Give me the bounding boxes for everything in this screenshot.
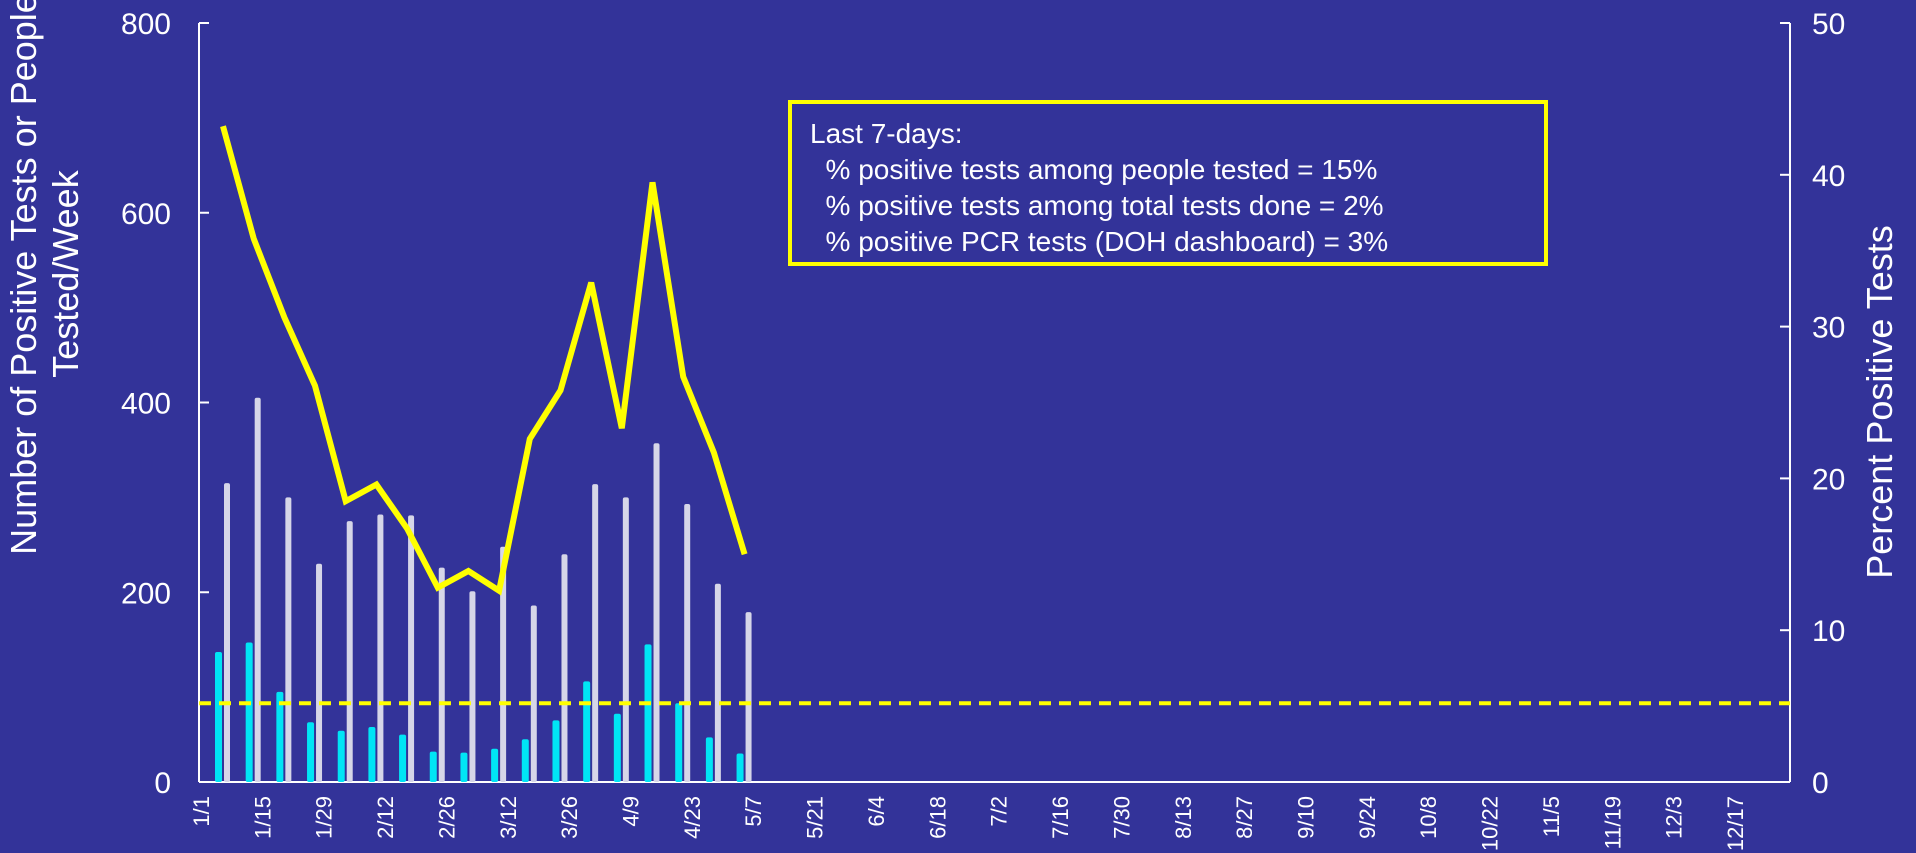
- positive-tests-bar: [460, 752, 468, 782]
- x-tick-label: 3/12: [496, 796, 521, 839]
- x-tick-label: 7/16: [1048, 796, 1073, 839]
- x-tick-label: 7/2: [987, 796, 1012, 827]
- x-tick-label: 6/4: [864, 796, 889, 827]
- percent-positive-polyline: [220, 125, 748, 596]
- x-tick-label: 1/1: [189, 796, 214, 827]
- x-tick-label: 7/30: [1109, 796, 1134, 839]
- positive-tests-bar: [245, 642, 253, 782]
- bars: [215, 397, 752, 782]
- x-tick-label: 4/9: [619, 796, 644, 827]
- y-tick-label-right: 10: [1812, 615, 1845, 648]
- people-tested-bar: [561, 554, 568, 782]
- y-axis-label-right: Percent Positive Tests: [1859, 225, 1900, 579]
- y-tick-label-left: 600: [121, 198, 171, 231]
- y-tick-label-right: 50: [1812, 8, 1845, 41]
- positive-tests-bar: [429, 751, 437, 782]
- y-tick-label-right: 20: [1812, 463, 1845, 496]
- x-tick-label: 12/17: [1723, 796, 1748, 851]
- x-tick-label: 3/26: [557, 796, 582, 839]
- x-tick-labels: 1/1 1/15 1/29 2/12 2/26 3/12 3/26 4/9 4/23 5/7 5/2…: [189, 796, 1748, 851]
- people-tested-bar: [500, 546, 507, 782]
- x-tick-label: 5/7: [741, 796, 766, 827]
- positive-tests-bar: [552, 720, 560, 782]
- positive-tests-bar: [675, 703, 683, 782]
- people-tested-bar: [653, 443, 660, 782]
- x-tick-label: 4/23: [680, 796, 705, 839]
- y-tick-label-right: 0: [1812, 767, 1829, 800]
- x-tick-label: 11/5: [1539, 796, 1564, 837]
- y-tick-labels: 0 200 400 600 800 0 10 20 30 40 50: [121, 8, 1845, 800]
- y-tick-label-right: 40: [1812, 160, 1845, 193]
- people-tested-bar: [714, 583, 721, 782]
- summary-annotation-box: Last 7-days: % positive tests among peop…: [788, 100, 1548, 266]
- people-tested-bar: [316, 563, 323, 782]
- people-tested-bar: [438, 567, 445, 782]
- positive-tests-bar: [276, 691, 284, 782]
- positive-tests-bar: [705, 737, 713, 782]
- positive-tests-bar: [337, 730, 345, 782]
- positive-tests-bar: [644, 644, 652, 782]
- annotation-line: % positive tests among total tests done …: [810, 190, 1384, 221]
- people-tested-bar: [530, 605, 537, 782]
- annotation-line: % positive PCR tests (DOH dashboard) = 3…: [810, 226, 1389, 257]
- people-tested-bar: [622, 497, 629, 782]
- positive-tests-bar: [521, 739, 529, 782]
- people-tested-bar: [346, 521, 353, 782]
- annotation-line: Last 7-days:: [810, 118, 963, 149]
- x-tick-label: 1/15: [250, 796, 275, 839]
- positive-tests-bar: [307, 722, 315, 782]
- people-tested-bar: [745, 612, 752, 782]
- y-tick-label-left: 200: [121, 577, 171, 610]
- people-tested-bar: [592, 484, 599, 782]
- x-tick-label: 8/27: [1232, 796, 1257, 839]
- y-tick-label-left: 400: [121, 388, 171, 421]
- y-tick-label-right: 30: [1812, 312, 1845, 345]
- y-tick-label-left: 0: [154, 767, 171, 800]
- x-tick-label: 11/19: [1600, 796, 1625, 849]
- positive-tests-bar: [583, 681, 591, 782]
- people-tested-bar: [285, 497, 292, 782]
- x-tick-label: 5/21: [803, 796, 828, 839]
- people-tested-bar: [408, 515, 415, 782]
- positive-tests-bar: [613, 713, 621, 782]
- percent-positive-line: [220, 125, 748, 596]
- people-tested-bar: [684, 504, 691, 782]
- x-tick-label: 9/10: [1293, 796, 1318, 839]
- positive-tests-bar: [399, 734, 407, 782]
- y-axis-label-left: Number of Positive Tests or People Teste…: [3, 0, 86, 555]
- people-tested-bar: [254, 397, 261, 782]
- x-tick-label: 8/13: [1171, 796, 1196, 839]
- x-tick-label: 6/18: [925, 796, 950, 839]
- positive-tests-bar: [215, 652, 222, 782]
- x-tick-label: 10/22: [1478, 796, 1503, 851]
- people-tested-bar: [469, 591, 476, 782]
- people-tested-bar: [224, 483, 230, 782]
- x-tick-label: 10/8: [1416, 796, 1441, 839]
- x-tick-label: 2/12: [373, 796, 398, 839]
- x-tick-label: 12/3: [1662, 796, 1687, 839]
- people-tested-bar: [377, 514, 384, 782]
- x-tick-label: 2/26: [434, 796, 459, 839]
- positive-tests-bar: [368, 726, 376, 782]
- y-tick-label-left: 800: [121, 8, 171, 41]
- annotation-line: % positive tests among people tested = 1…: [810, 154, 1378, 185]
- positive-tests-bar: [736, 753, 744, 782]
- x-tick-label: 9/24: [1355, 796, 1380, 839]
- x-tick-label: 1/29: [312, 796, 337, 839]
- positive-tests-bar: [491, 748, 499, 782]
